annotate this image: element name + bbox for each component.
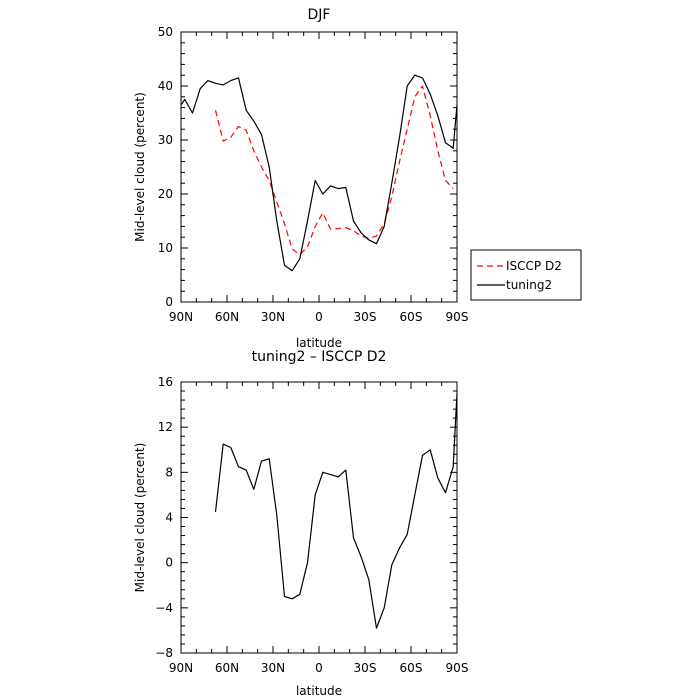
top-y-tick-label: 50	[158, 25, 173, 39]
bottom-y-tick-label: −4	[155, 601, 173, 615]
bottom-x-tick-label: 30N	[261, 661, 285, 675]
legend-label: tuning2	[506, 278, 552, 292]
top-x-tick-label: 60S	[400, 310, 423, 324]
bottom-x-tick-label: 60S	[400, 661, 423, 675]
bottom-chart-panel: tuning2 – ISCCP D2 latitude Mid-level clou…	[133, 349, 468, 698]
top-series-line-isccp-d2	[214, 85, 454, 256]
legend-box	[470, 249, 582, 301]
bottom-x-tick-label: 90S	[446, 661, 469, 675]
bottom-series-line-difference	[214, 393, 458, 629]
top-series-line-tuning2	[180, 74, 458, 272]
top-chart-panel: DJF latitude Mid-level cloud (percent) 90N 6…	[133, 7, 582, 350]
top-y-tick-label: 30	[158, 133, 173, 147]
top-x-tick-label: 90N	[169, 310, 193, 324]
bottom-y-axis-label: Mid-level cloud (percent)	[133, 443, 147, 593]
top-x-tick-label: 30N	[261, 310, 285, 324]
bottom-x-tick-label: 30S	[354, 661, 377, 675]
top-y-tick-label: 0	[165, 295, 173, 309]
top-x-tick-label: 0	[315, 310, 323, 324]
top-x-tick-label: 30S	[354, 310, 377, 324]
bottom-y-tick-label: 8	[165, 465, 173, 479]
legend: ISCCP D2 tuning2	[470, 249, 582, 301]
bottom-x-tick-label: 60N	[215, 661, 239, 675]
bottom-plot-frame	[180, 381, 458, 654]
bottom-y-tick-label: 16	[158, 375, 173, 389]
top-x-axis-label: latitude	[296, 336, 342, 350]
bottom-y-tick-label: 12	[158, 420, 173, 434]
bottom-y-tick-label: 0	[165, 556, 173, 570]
top-plot-frame	[180, 31, 458, 303]
top-y-tick-label: 10	[158, 241, 173, 255]
bottom-x-axis-label: latitude	[296, 684, 342, 698]
top-y-tick-label: 20	[158, 187, 173, 201]
bottom-y-tick-label: −8	[155, 646, 173, 660]
top-chart-title: DJF	[308, 7, 331, 23]
bottom-x-tick-label: 90N	[169, 661, 193, 675]
top-x-tick-label: 60N	[215, 310, 239, 324]
top-y-axis-label: Mid-level cloud (percent)	[133, 92, 147, 242]
top-x-tick-label: 90S	[446, 310, 469, 324]
bottom-x-tick-label: 0	[315, 661, 323, 675]
bottom-y-tick-label: 4	[165, 511, 173, 525]
legend-label: ISCCP D2	[506, 259, 562, 273]
bottom-chart-title: tuning2 – ISCCP D2	[252, 349, 387, 365]
top-y-tick-label: 40	[158, 79, 173, 93]
